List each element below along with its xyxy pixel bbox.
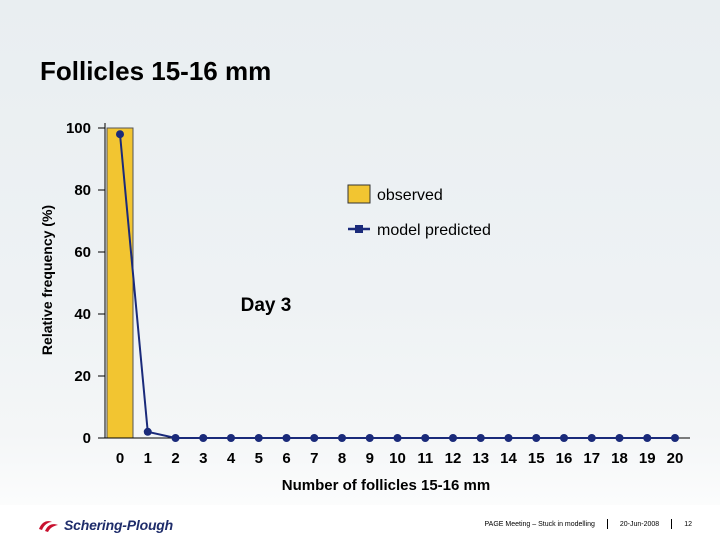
x-tick-label: 12 [445,450,462,467]
footer-meta: PAGE Meeting – Stuck in modelling 20-Jun… [485,519,692,529]
x-tick-label: 16 [556,450,573,467]
x-axis-label: Number of follicles 15-16 mm [282,477,490,494]
schering-plough-logo-icon [39,521,58,532]
x-tick-label: 10 [389,450,406,467]
legend-observed-label: observed [377,187,443,204]
x-tick-group: 0 1 2 3 4 5 6 7 8 9 10 11 12 13 14 15 16 17 18 19 20 [116,450,684,467]
model-predicted-line [119,134,675,439]
x-tick-label: 11 [417,450,433,467]
x-tick-label: 14 [500,450,517,467]
y-tick-label: 80 [74,182,91,199]
y-tick-label: 20 [74,368,91,385]
x-tick-label: 9 [366,450,374,467]
legend: observed model predicted [347,184,491,239]
x-tick-label: 20 [667,450,684,467]
model-predicted-point [338,434,346,442]
model-predicted-point [116,130,124,139]
company-logo: Schering-Plough [36,515,173,535]
footer-date: 20-Jun-2008 [619,520,660,528]
legend-observed-swatch [347,184,371,204]
x-tick-label: 4 [227,450,236,467]
footer-separator [671,519,673,529]
x-tick-label: 8 [338,450,346,467]
page-number: 12 [684,520,692,528]
x-tick-label: 3 [199,450,207,467]
bar-group [106,127,134,439]
model-predicted-series [116,130,679,442]
x-tick-label: 13 [472,450,489,467]
y-tick-label: 0 [83,430,91,447]
x-tick-label: 19 [639,450,656,467]
model-predicted-point [560,434,568,442]
model-predicted-point [365,434,374,442]
model-predicted-point [393,434,402,442]
y-tick-label: 40 [74,306,91,323]
model-predicted-point [476,434,485,442]
footer: Schering-Plough PAGE Meeting – Stuck in … [0,505,720,540]
x-tick-label: 17 [583,450,600,467]
legend-model-label: model predicted [377,222,491,239]
x-tick-label: 15 [528,450,545,467]
model-predicted-point [504,434,513,442]
slide-title: Follicles 15-16 mm [40,56,272,86]
model-predicted-point [615,434,624,442]
x-tick-label: 0 [116,450,124,467]
model-predicted-point [643,434,652,442]
x-tick-label: 1 [144,450,152,467]
x-tick-label: 18 [611,450,628,467]
model-predicted-point [532,434,541,442]
x-tick-label: 6 [282,450,290,467]
x-tick-label: 7 [310,450,318,467]
model-predicted-point [254,434,263,442]
model-predicted-point [282,434,291,442]
day-annotation: Day 3 [241,295,292,316]
model-predicted-point [587,434,596,442]
model-predicted-point [449,434,457,442]
observed-bar [106,127,134,439]
y-axis-label: Relative frequency (%) [39,205,55,355]
axes [104,123,690,439]
model-predicted-point [421,434,430,442]
x-tick-label: 5 [255,450,263,467]
model-predicted-point [171,434,180,442]
footer-separator [606,519,608,529]
model-predicted-point [671,434,679,442]
model-predicted-point [310,434,319,442]
model-predicted-point [199,434,208,442]
y-tick-group: 0 20 40 60 80 100 [66,120,105,447]
logo-text: Schering-Plough [64,517,174,533]
meeting-name: PAGE Meeting – Stuck in modelling [484,520,595,528]
y-tick-label: 100 [66,120,91,137]
x-tick-label: 2 [171,450,179,467]
legend-model-marker [355,225,363,233]
model-predicted-point [143,427,152,436]
y-tick-label: 60 [74,244,91,261]
model-predicted-point [227,434,235,442]
